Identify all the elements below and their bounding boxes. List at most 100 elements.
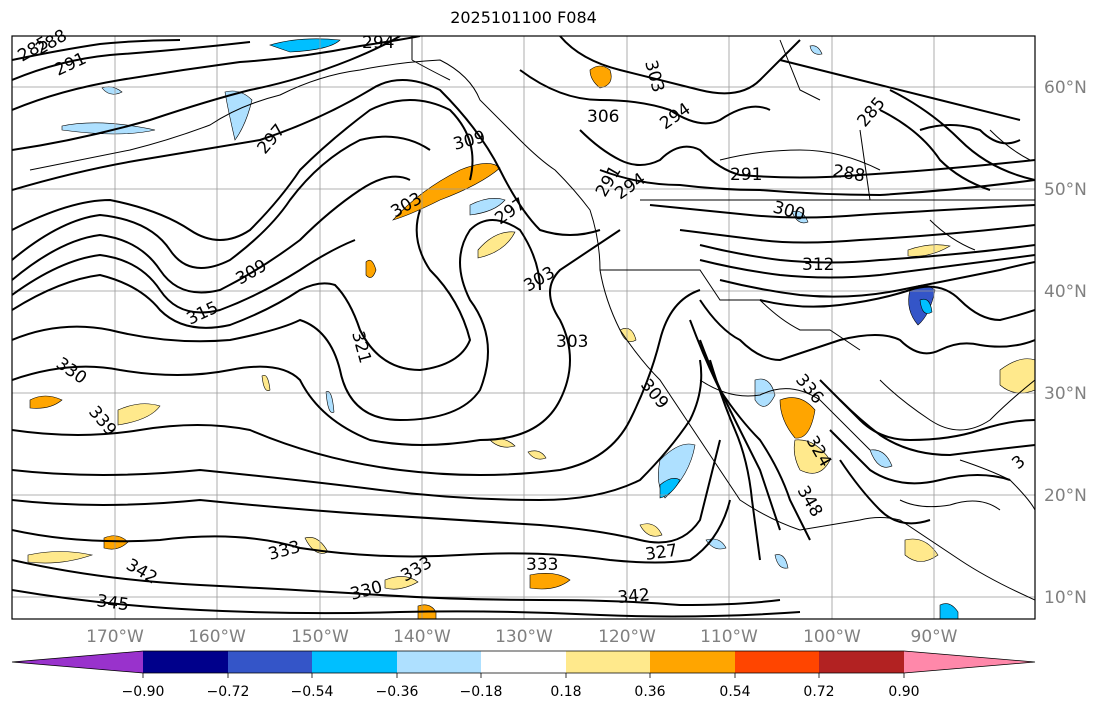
contour-label: 315 <box>184 298 222 330</box>
contour-label: 333 <box>526 555 558 575</box>
colorbar-bin <box>481 651 566 673</box>
colorbar-tick-label: 0.90 <box>888 684 919 700</box>
colorbar-tick-label: −0.54 <box>291 684 334 700</box>
shade-yellow <box>384 576 419 590</box>
shade-yellow <box>527 450 547 460</box>
shade-orange <box>365 259 377 278</box>
shade-yellow <box>477 231 516 259</box>
shade-yellow <box>639 523 663 537</box>
contour-label: 321 <box>347 329 375 366</box>
coastlines <box>29 36 1035 601</box>
shade-orange <box>779 397 816 439</box>
shade-yellow <box>904 538 939 562</box>
shade-orange <box>589 65 612 89</box>
contour-label: 345 <box>95 591 130 615</box>
contour-label: 291 <box>730 165 762 185</box>
shade-lightblue <box>809 45 823 55</box>
lon-label: 140°W <box>393 627 451 647</box>
lat-label: 30°N <box>1044 384 1087 404</box>
lat-label: 40°N <box>1044 282 1087 302</box>
colorbar-bin <box>650 651 735 673</box>
colorbar-bin <box>819 651 904 673</box>
contour-label: 300 <box>771 198 808 226</box>
shade-blue <box>469 198 506 216</box>
shade-lightblue <box>325 391 335 413</box>
colorbar-extend-low <box>12 651 143 673</box>
contour-label: 330 <box>52 354 90 389</box>
height-contours <box>12 36 1035 618</box>
colorbar: −0.90 −0.72 −0.54 −0.36 −0.18 0.18 0.36 … <box>11 650 1036 700</box>
graticule <box>12 36 1035 619</box>
lon-label: 160°W <box>188 627 246 647</box>
shade-yellow <box>793 439 831 474</box>
shade-yellow <box>619 328 637 342</box>
contour-label: 291 <box>52 49 90 81</box>
colorbar-tick-label: −0.72 <box>207 684 250 700</box>
contour-label: 309 <box>451 127 488 155</box>
lat-label: 10°N <box>1044 588 1087 608</box>
colorbar-bin <box>143 651 228 673</box>
contour-label: 327 <box>644 541 679 565</box>
lat-label: 50°N <box>1044 180 1087 200</box>
lon-label: 110°W <box>700 627 758 647</box>
contour-label: 312 <box>802 255 834 275</box>
shade-lightblue <box>224 90 253 141</box>
shade-lightblue <box>101 86 123 95</box>
contour-label: 288 <box>831 161 866 186</box>
map-title: 2025101100 F084 <box>450 8 597 27</box>
lon-label: 120°W <box>598 627 656 647</box>
lon-label: 130°W <box>495 627 553 647</box>
colorbar-bin <box>566 651 650 673</box>
colorbar-tick-label: 0.36 <box>634 684 665 700</box>
colorbar-tick-label: −0.18 <box>460 684 503 700</box>
colorbar-tick-label: 0.72 <box>803 684 834 700</box>
contour-label: 330 <box>348 577 385 605</box>
shaded-anomalies <box>27 38 1035 619</box>
colorbar-extend-high <box>904 651 1035 673</box>
contour-label: 306 <box>587 107 619 127</box>
contour-label: 303 <box>640 58 668 95</box>
shade-yellow <box>907 244 951 257</box>
shade-yellow <box>529 573 571 590</box>
lon-label: 170°W <box>86 627 144 647</box>
contour-label: 309 <box>636 375 672 413</box>
contour-label: 297 <box>254 120 290 158</box>
map-frame <box>11 35 1036 620</box>
contour-label: 342 <box>617 585 651 608</box>
colorbar-bin <box>735 651 819 673</box>
contour-label: 303 <box>556 332 588 352</box>
contour-label: 3 <box>1008 452 1029 474</box>
contour-label: 294 <box>656 99 694 134</box>
shade-lightblue <box>774 554 789 569</box>
contour-label: 294 <box>362 33 394 53</box>
shade-yellow <box>27 551 94 564</box>
shade-yellow <box>999 358 1035 394</box>
lat-label: 60°N <box>1044 78 1087 98</box>
shade-yellow <box>261 375 271 391</box>
shade-blue <box>269 38 341 53</box>
shade-blue <box>659 478 681 499</box>
lon-label: 100°W <box>803 627 861 647</box>
shade-yellow <box>117 403 161 426</box>
contour-label: 303 <box>388 189 426 223</box>
colorbar-tick-label: 0.54 <box>719 684 750 700</box>
colorbar-bin <box>397 651 481 673</box>
colorbar-tick-label: 0.18 <box>550 684 581 700</box>
lon-label: 90°W <box>911 627 958 647</box>
lat-label: 20°N <box>1044 486 1087 506</box>
contour-label: 342 <box>123 555 161 589</box>
colorbar-tick-label: −0.90 <box>122 684 165 700</box>
colorbar-tick-label: −0.36 <box>376 684 419 700</box>
shade-lightblue <box>919 298 933 314</box>
colorbar-bin <box>312 651 397 673</box>
colorbar-bin <box>228 651 312 673</box>
shade-lightblue <box>869 449 893 468</box>
shade-lightblue <box>61 122 156 135</box>
colorbar-ticks <box>142 673 905 678</box>
lon-label: 150°W <box>291 627 349 647</box>
longitude-labels: 170°W 160°W 150°W 140°W 130°W 120°W 110°… <box>86 627 958 647</box>
shade-lightblue <box>939 603 959 619</box>
contour-label: 309 <box>233 256 271 290</box>
latitude-labels: 60°N 50°N 40°N 30°N 20°N 10°N <box>1044 78 1087 608</box>
